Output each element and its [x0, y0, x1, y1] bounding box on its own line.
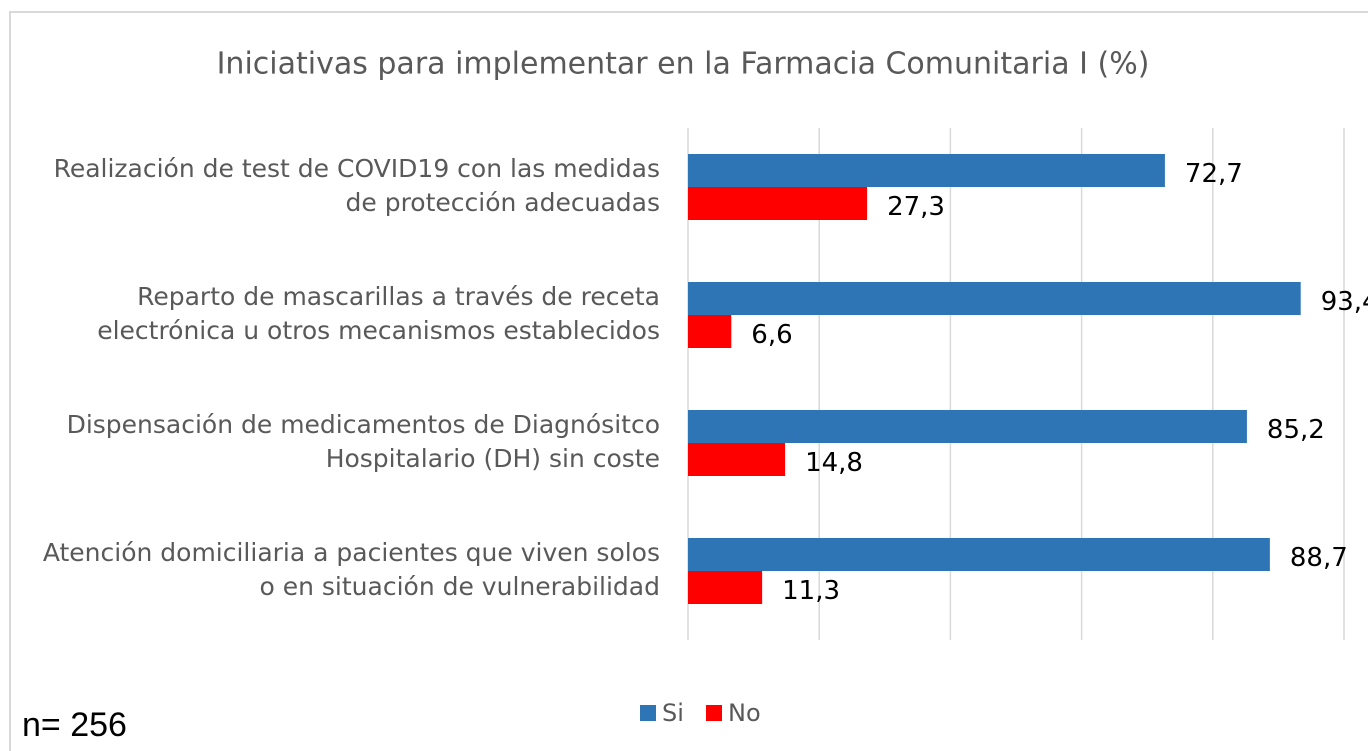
bar	[688, 187, 868, 220]
legend-label: Si	[662, 699, 684, 727]
bar	[688, 410, 1247, 443]
bar	[688, 315, 732, 348]
data-label: 27,3	[887, 192, 945, 222]
bar	[688, 282, 1301, 315]
y-tick-label: Dispensación de medicamentos de Diagnósi…	[67, 410, 660, 473]
bar	[688, 154, 1165, 187]
data-label: 6,6	[751, 320, 792, 350]
legend-swatch	[640, 705, 656, 721]
data-label: 88,7	[1290, 543, 1348, 573]
chart-title: Iniciativas para implementar en la Farma…	[217, 47, 1150, 82]
y-tick-label: Realización de test de COVID19 con las m…	[54, 154, 660, 217]
chart-frame	[9, 11, 1368, 751]
data-label: 85,2	[1267, 415, 1325, 445]
data-label: 72,7	[1185, 159, 1243, 189]
bar	[688, 538, 1270, 571]
data-label: 93,4	[1321, 287, 1368, 317]
legend-label: No	[728, 699, 761, 727]
y-tick-label: Reparto de mascarillas a través de recet…	[97, 282, 660, 345]
y-tick-label: Atención domiciliaria a pacientes que vi…	[43, 538, 660, 601]
bar	[688, 571, 763, 604]
legend-swatch	[706, 705, 722, 721]
data-label: 11,3	[782, 576, 840, 606]
data-label: 14,8	[805, 448, 863, 478]
annotation: n= 256	[22, 706, 127, 744]
bar	[688, 443, 786, 476]
